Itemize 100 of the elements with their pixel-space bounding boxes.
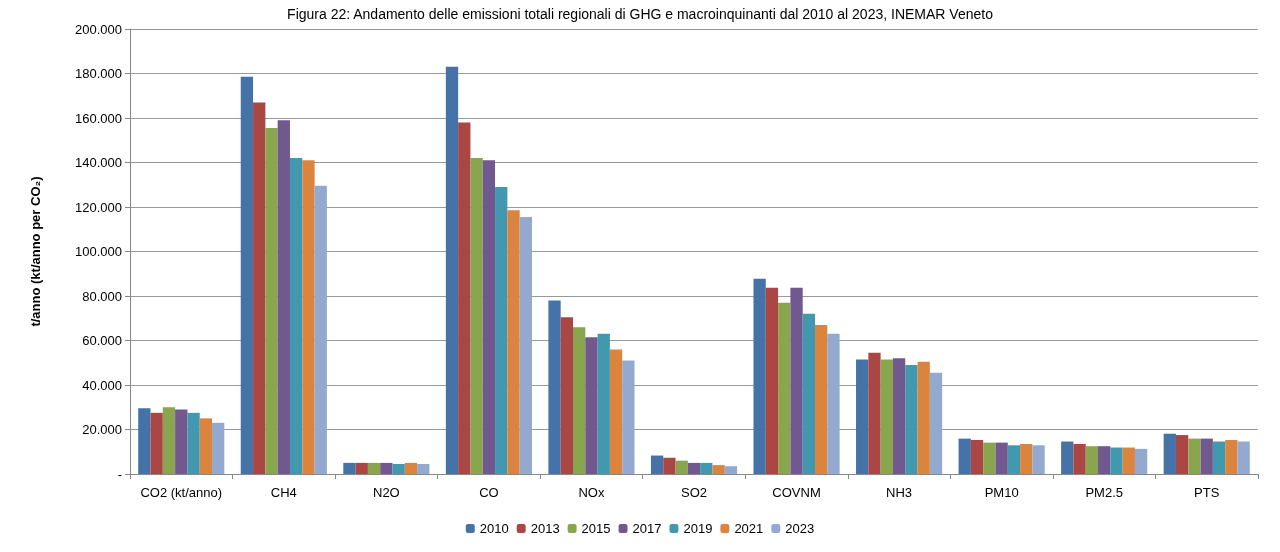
bar bbox=[417, 463, 430, 474]
bar bbox=[1032, 445, 1045, 474]
bar bbox=[162, 407, 176, 474]
legend-label: 2017 bbox=[632, 521, 662, 536]
bar bbox=[187, 412, 200, 474]
bar bbox=[650, 455, 664, 474]
y-tick-label: 20.000 bbox=[82, 422, 122, 437]
x-tick-label: N2O bbox=[373, 485, 400, 500]
bar bbox=[868, 352, 881, 474]
bar bbox=[802, 313, 815, 474]
bar bbox=[1175, 435, 1189, 474]
bar bbox=[880, 359, 893, 474]
bar bbox=[1110, 447, 1123, 474]
bar bbox=[958, 438, 971, 474]
bar bbox=[700, 462, 713, 474]
y-tick-label: 160.000 bbox=[75, 110, 122, 126]
x-tick-label: PM10 bbox=[984, 485, 1019, 500]
bar bbox=[277, 120, 290, 474]
bar bbox=[712, 465, 725, 474]
legend-label: 2023 bbox=[785, 521, 815, 536]
bar bbox=[445, 66, 459, 474]
bar bbox=[724, 466, 738, 474]
bar bbox=[815, 324, 828, 474]
bar bbox=[573, 327, 586, 474]
bar bbox=[265, 128, 278, 474]
bar bbox=[519, 217, 532, 474]
x-tick-label: NH3 bbox=[886, 485, 913, 500]
bar bbox=[765, 287, 779, 474]
legend-label: 2019 bbox=[683, 521, 713, 536]
bar bbox=[1188, 438, 1201, 474]
bar bbox=[289, 158, 303, 474]
bar bbox=[687, 462, 701, 474]
y-tick-label: 40.000 bbox=[82, 377, 122, 393]
bar bbox=[622, 360, 635, 474]
bar bbox=[995, 442, 1008, 474]
legend-label: 2015 bbox=[581, 521, 611, 536]
bar bbox=[560, 317, 573, 474]
legend-label: 2010 bbox=[479, 521, 509, 536]
bar bbox=[367, 462, 381, 474]
bar bbox=[548, 300, 561, 474]
y-tick-label: 80.000 bbox=[82, 288, 122, 304]
bar bbox=[240, 76, 254, 474]
bar bbox=[1200, 438, 1213, 474]
bar bbox=[253, 102, 266, 474]
bar bbox=[392, 463, 405, 474]
x-tick-label: NOx bbox=[578, 485, 605, 500]
bar bbox=[482, 160, 496, 474]
legend-label: 2021 bbox=[734, 521, 764, 536]
bar bbox=[917, 361, 930, 474]
bar bbox=[458, 122, 471, 474]
bar bbox=[1237, 441, 1250, 474]
x-tick-label: PM2.5 bbox=[1085, 485, 1123, 500]
bar bbox=[380, 462, 393, 474]
bar bbox=[675, 460, 688, 474]
bar bbox=[983, 442, 996, 474]
y-axis-title: t/anno (kt/anno per CO₂) bbox=[28, 176, 43, 327]
bar bbox=[1122, 447, 1135, 474]
y-tick-label: 60.000 bbox=[82, 333, 122, 348]
x-tick-label: CO bbox=[479, 485, 499, 500]
bar bbox=[585, 337, 598, 474]
bar bbox=[929, 372, 943, 474]
bar bbox=[597, 333, 610, 474]
bar bbox=[199, 418, 213, 474]
bar bbox=[302, 160, 315, 474]
bar bbox=[663, 457, 676, 474]
x-tick-label: SO2 bbox=[680, 485, 708, 500]
y-tick-label: 180.000 bbox=[75, 66, 122, 81]
bar bbox=[343, 462, 356, 474]
bar bbox=[609, 349, 623, 474]
bar bbox=[778, 302, 791, 474]
bar bbox=[1007, 445, 1021, 474]
bar bbox=[175, 409, 188, 474]
bar bbox=[905, 364, 918, 474]
bar bbox=[790, 287, 803, 474]
bar bbox=[753, 278, 766, 474]
bar bbox=[1073, 443, 1086, 474]
bar bbox=[1098, 446, 1111, 474]
y-tick-label: 100.000 bbox=[75, 244, 122, 259]
bar bbox=[1163, 433, 1176, 474]
bar bbox=[138, 408, 151, 474]
bar bbox=[1134, 448, 1148, 474]
legend-label: 2013 bbox=[530, 521, 560, 536]
x-tick-label: PTS bbox=[1194, 485, 1220, 500]
chart-title: Figura 22: Andamento delle emissioni totali regionali di GHG e macroinquinanti dal 2010 al 2023, INEMAR Veneto bbox=[287, 6, 994, 22]
bar bbox=[1020, 443, 1033, 474]
x-tick-label: CO2 (kt/anno) bbox=[140, 485, 223, 500]
x-tick-label: CH4 bbox=[270, 485, 297, 500]
bar bbox=[150, 412, 163, 474]
bar bbox=[355, 462, 368, 474]
bar bbox=[495, 186, 508, 474]
bar bbox=[470, 158, 483, 474]
bar bbox=[1212, 441, 1226, 474]
bar bbox=[1061, 441, 1074, 474]
bar bbox=[892, 358, 906, 474]
bar bbox=[856, 359, 869, 474]
bar bbox=[314, 185, 327, 474]
y-tick-label: 120.000 bbox=[75, 199, 122, 215]
bar bbox=[404, 462, 418, 474]
x-tick-label: COVNM bbox=[772, 485, 821, 500]
bar bbox=[1085, 446, 1099, 474]
